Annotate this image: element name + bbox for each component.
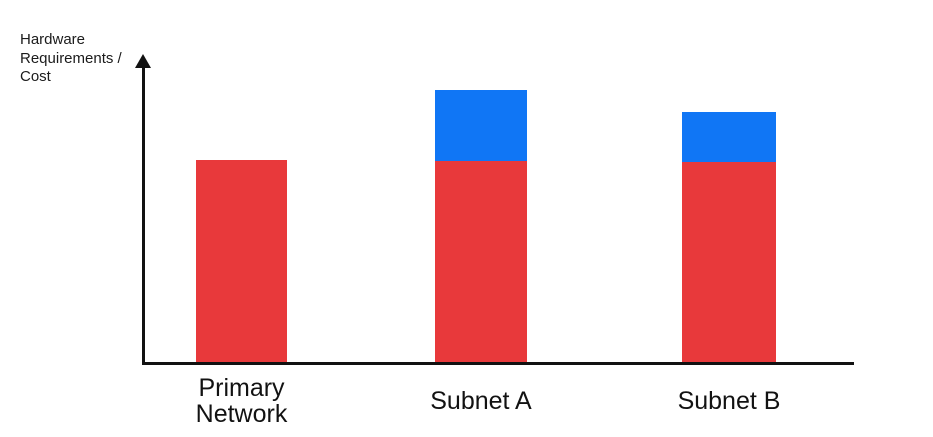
bar-subnet-b-red-segment: [682, 162, 776, 362]
category-label-subnet-b: Subnet B: [677, 386, 781, 415]
bar-subnet-b-blue-segment: [682, 112, 776, 162]
bar-subnet-a-blue-segment: [435, 90, 527, 161]
y-axis-line: [142, 66, 145, 363]
x-axis-line: [142, 362, 854, 365]
bar-primary-network-red-segment: [196, 160, 287, 362]
bar-subnet-a-red-segment: [435, 161, 527, 362]
y-axis-label: Hardware Requirements / Cost: [20, 31, 122, 85]
category-label-subnet-a: Subnet A: [430, 386, 532, 415]
y-axis-arrowhead-icon: [135, 54, 151, 68]
category-label-primary-network: Primary Network: [195, 373, 288, 428]
